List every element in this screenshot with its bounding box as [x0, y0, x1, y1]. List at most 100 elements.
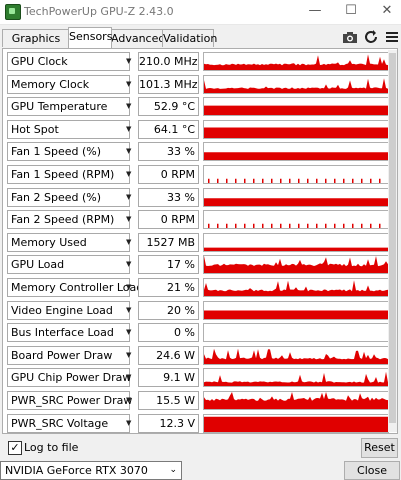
refresh-icon[interactable]	[363, 29, 379, 45]
sensor-name[interactable]: Memory Controller Load	[7, 278, 143, 297]
sensor-name[interactable]: Bus Interface Load	[7, 323, 130, 343]
dropdown-arrow-icon[interactable]: ▼	[126, 283, 132, 291]
tab-graphics-card[interactable]: Graphics Card	[2, 29, 70, 62]
graph-tick	[343, 178, 345, 183]
dropdown-arrow-icon[interactable]: ▼	[126, 260, 132, 269]
dropdown-arrow-icon[interactable]: ▼	[126, 418, 132, 427]
sensor-value: 33 %	[138, 187, 199, 207]
dropdown-arrow-icon[interactable]: ▼	[126, 57, 132, 65]
sensor-value: 12.3 V	[138, 413, 199, 433]
dropdown-arrow-icon[interactable]: ▼	[126, 102, 132, 111]
sensor-value: 1527 MB	[138, 232, 199, 252]
graph-tick	[235, 223, 237, 229]
sensor-name[interactable]: Video Engine Load	[7, 300, 130, 320]
sensor-name[interactable]: Fan 2 Speed (RPM)	[7, 210, 130, 230]
sensor-name[interactable]: GPU Clock	[7, 52, 130, 71]
graph-area	[204, 77, 388, 93]
sensor-name[interactable]: PWR_SRC Voltage	[7, 413, 130, 433]
sensor-name[interactable]: GPU Load	[7, 255, 130, 275]
dropdown-arrow-icon[interactable]: ▼	[126, 170, 132, 178]
sensor-graph	[203, 278, 389, 297]
sensor-graph	[203, 413, 389, 433]
dropdown-arrow-icon[interactable]: ▼	[126, 79, 132, 88]
sensor-value: 0 RPM	[138, 210, 199, 230]
dropdown-arrow-icon[interactable]: ▼	[126, 328, 132, 337]
graph-area	[204, 392, 388, 409]
sensor-graph	[203, 368, 389, 388]
sensor-graph	[203, 142, 389, 162]
dropdown-arrow-icon[interactable]: ▼	[126, 237, 132, 246]
sensor-graph	[203, 232, 389, 252]
graph-tick	[352, 178, 354, 183]
scrollbar-thumb[interactable]	[389, 53, 396, 423]
sensor-graph	[203, 391, 389, 410]
sensor-name[interactable]: Memory Clock	[7, 74, 130, 94]
dropdown-arrow-icon[interactable]: ▼	[126, 124, 132, 133]
sensor-name[interactable]: GPU Chip Power Draw	[7, 368, 131, 388]
dropdown-arrow-icon[interactable]: ▼	[126, 192, 132, 201]
sensor-graph	[203, 210, 389, 230]
graph-tick	[316, 178, 318, 183]
graph-tick	[226, 178, 228, 183]
tab-advanced[interactable]: Advanced	[110, 29, 165, 47]
dropdown-arrow-icon[interactable]: ▼	[126, 305, 132, 314]
sensor-name[interactable]: Fan 1 Speed (%)	[7, 142, 130, 162]
graph-tick	[271, 223, 273, 229]
sensor-name[interactable]: Memory Used	[7, 232, 130, 252]
graph-tick	[379, 223, 381, 229]
sensor-name[interactable]: Hot Spot	[7, 119, 130, 139]
sensor-graph	[203, 345, 389, 365]
sensor-graph	[203, 255, 389, 275]
sensor-graph	[203, 165, 389, 184]
tab-sensors[interactable]: Sensors	[68, 27, 112, 48]
sensor-value: 9.1 W	[138, 368, 199, 388]
dropdown-arrow-icon[interactable]: ▼	[126, 396, 132, 404]
graph-area	[204, 416, 388, 432]
sensor-name[interactable]: Fan 2 Speed (%)	[7, 187, 130, 207]
log-to-file-checkbox[interactable]: ✓	[8, 441, 22, 455]
tab-validation[interactable]: Validation	[162, 29, 217, 47]
graph-tick	[208, 178, 210, 183]
vertical-scrollbar[interactable]	[388, 50, 397, 432]
graph-tick	[307, 178, 309, 183]
graph-tick	[316, 223, 318, 229]
dropdown-arrow-icon[interactable]: ▼	[126, 215, 132, 224]
close-button[interactable]: Close	[344, 461, 400, 480]
sensor-name[interactable]: Fan 1 Speed (RPM)	[7, 165, 130, 184]
sensor-value: 0 %	[138, 323, 199, 343]
sensor-value: 210.0 MHz	[138, 52, 199, 71]
graph-tick	[244, 223, 246, 229]
reset-button[interactable]: Reset	[361, 438, 398, 458]
graph-tick	[253, 223, 255, 229]
graph-tick	[262, 178, 264, 183]
camera-icon[interactable]	[342, 29, 358, 45]
sensor-name[interactable]: PWR_SRC Power Draw	[7, 391, 132, 410]
dropdown-arrow-icon[interactable]: ▼	[126, 373, 132, 382]
graph-tick	[325, 178, 327, 183]
sensor-value: 24.6 W	[138, 345, 199, 365]
graph-area	[204, 54, 388, 70]
graph-tick	[235, 178, 237, 183]
maximize-icon[interactable]: ☐	[345, 3, 357, 18]
graph-tick	[307, 223, 309, 229]
sensor-value: 33 %	[138, 142, 199, 162]
dropdown-arrow-icon[interactable]: ▼	[126, 147, 132, 156]
gpu-select[interactable]: NVIDIA GeForce RTX 3070 ⌄	[0, 461, 182, 480]
graph-tick	[271, 178, 273, 183]
minimize-icon[interactable]: —	[308, 3, 322, 18]
sensor-graph	[203, 97, 389, 117]
dropdown-arrow-icon[interactable]: ▼	[126, 350, 132, 359]
graph-tick	[370, 223, 372, 229]
close-window-icon[interactable]: ✕	[381, 3, 393, 18]
graph-area	[204, 280, 388, 296]
sensor-name[interactable]: GPU Temperature	[7, 97, 130, 117]
sensors-panel: GPU Clock ▼ 210.0 MHz Memory Clock ▼ 101.3 MH…	[2, 48, 398, 434]
chevron-down-icon: ⌄	[169, 465, 177, 475]
graph-tick	[343, 223, 345, 229]
sensor-name[interactable]: Board Power Draw	[7, 345, 130, 365]
sensor-value: 15.5 W	[138, 391, 199, 410]
menu-icon[interactable]	[384, 29, 400, 45]
graph-area	[204, 197, 388, 206]
sensor-graph	[203, 300, 389, 320]
graph-tick	[289, 178, 291, 183]
